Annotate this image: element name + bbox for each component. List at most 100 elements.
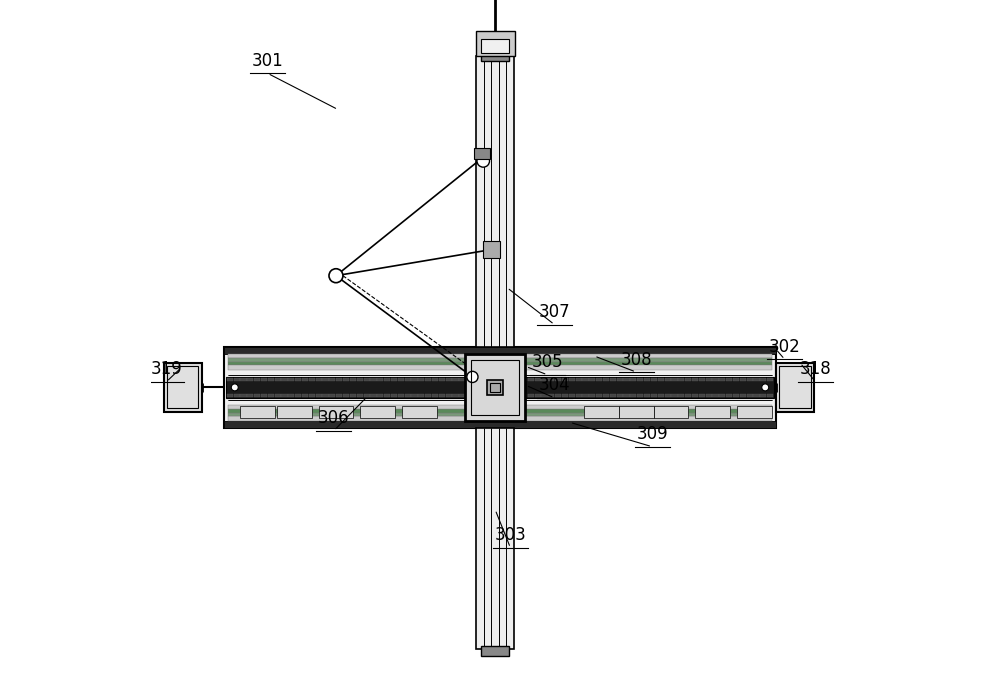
Bar [483,241,500,258]
Bar [678,378,684,381]
Bar [309,394,315,397]
Bar [474,148,490,158]
Bar [619,406,654,418]
Bar [329,378,335,381]
Bar [476,427,514,649]
Bar [507,378,513,381]
Bar [644,394,650,397]
Bar [610,394,616,397]
Bar [425,394,431,397]
Bar [227,394,233,397]
Bar [275,394,281,397]
Bar [384,378,390,381]
Circle shape [762,384,769,391]
Bar [500,378,506,381]
Bar [343,394,349,397]
Bar [240,406,275,418]
Bar [343,378,349,381]
Bar [699,378,705,381]
Bar [357,378,363,381]
Bar [685,394,691,397]
Bar [228,359,772,362]
Bar [733,394,739,397]
Bar [726,394,732,397]
Bar [228,416,772,420]
Bar [268,394,274,397]
Bar [277,406,312,418]
Bar [514,378,520,381]
Text: 304: 304 [539,376,570,394]
Bar [480,394,486,397]
Bar [685,378,691,381]
Bar [726,378,732,381]
Bar [665,378,671,381]
Bar [671,378,678,381]
Bar [459,394,465,397]
Bar [473,378,479,381]
Circle shape [329,269,343,283]
Bar [336,378,342,381]
Bar [719,394,725,397]
Bar [576,394,582,397]
Bar [240,394,247,397]
Text: 302: 302 [769,338,801,356]
Bar [240,378,247,381]
Bar [490,383,500,392]
Bar [377,394,383,397]
Bar [562,394,568,397]
Bar [494,378,500,381]
Bar [459,378,465,381]
Bar [481,52,509,61]
Bar [228,362,772,366]
Bar [466,394,472,397]
Bar [699,394,705,397]
Text: 305: 305 [532,353,563,371]
Bar [398,378,404,381]
Bar [541,394,548,397]
Bar [630,378,636,381]
Bar [753,394,760,397]
Bar [319,406,353,418]
Bar [521,394,527,397]
Bar [733,378,739,381]
Bar [350,394,356,397]
Text: 309: 309 [636,425,668,443]
Bar [610,378,616,381]
Bar [228,405,772,409]
Bar [596,378,602,381]
Bar [487,380,503,395]
Bar [439,394,445,397]
Text: 303: 303 [495,526,526,544]
Bar [753,378,760,381]
Bar [476,31,515,56]
Circle shape [477,154,490,167]
Bar [480,378,486,381]
Bar [466,378,472,381]
Bar [316,394,322,397]
Bar [719,378,725,381]
Bar [228,366,772,370]
Bar [247,394,253,397]
Bar [402,406,437,418]
Text: 319: 319 [150,360,182,378]
Bar [322,394,329,397]
Bar [281,394,288,397]
Bar [528,394,534,397]
Text: 307: 307 [539,303,570,321]
Bar [712,378,719,381]
Bar [582,394,589,397]
Bar [500,394,506,397]
Bar [377,378,383,381]
Bar [471,360,519,415]
Bar [228,354,772,359]
Bar [405,378,411,381]
Bar [623,378,630,381]
Bar [507,394,513,397]
Bar [405,394,411,397]
Bar [541,378,548,381]
Bar [224,347,776,427]
Bar [316,378,322,381]
Bar [651,394,657,397]
Bar [747,394,753,397]
Bar [603,394,609,397]
